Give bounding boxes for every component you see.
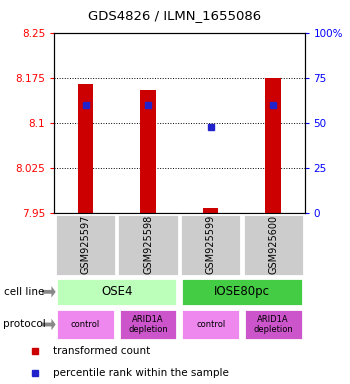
Text: protocol: protocol (4, 319, 46, 329)
Text: percentile rank within the sample: percentile rank within the sample (52, 368, 228, 379)
Bar (265, 78, 281, 213)
Text: transformed count: transformed count (52, 346, 150, 356)
Bar (55, 214, 116, 276)
Bar (180, 214, 241, 276)
Text: OSE4: OSE4 (101, 285, 133, 298)
Text: GSM925597: GSM925597 (80, 215, 91, 275)
Text: ARID1A
depletion: ARID1A depletion (253, 315, 293, 334)
Text: cell line: cell line (4, 287, 44, 297)
Text: control: control (71, 320, 100, 329)
Bar (203, 208, 218, 213)
Text: GSM925599: GSM925599 (206, 215, 216, 275)
Bar (181, 309, 240, 340)
Bar (244, 309, 303, 340)
Bar (119, 309, 177, 340)
Text: control: control (196, 320, 225, 329)
Bar (243, 214, 304, 276)
Text: GSM925598: GSM925598 (143, 215, 153, 275)
Text: GSM925600: GSM925600 (268, 215, 278, 274)
Text: GDS4826 / ILMN_1655086: GDS4826 / ILMN_1655086 (89, 9, 261, 22)
Bar (78, 84, 93, 213)
Bar (56, 309, 115, 340)
Bar (140, 90, 156, 213)
Bar (118, 214, 179, 276)
Bar (181, 278, 303, 306)
Text: ARID1A
depletion: ARID1A depletion (128, 315, 168, 334)
Text: IOSE80pc: IOSE80pc (214, 285, 270, 298)
Bar (56, 278, 177, 306)
